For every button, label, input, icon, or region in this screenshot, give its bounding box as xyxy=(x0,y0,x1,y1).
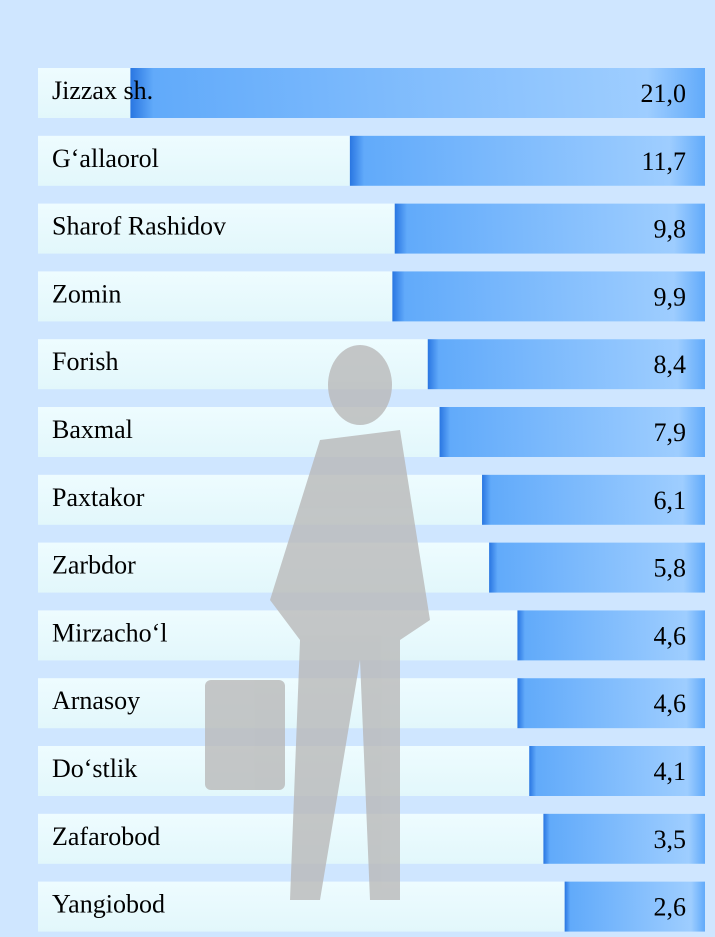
value-label: 5,8 xyxy=(654,554,687,583)
bar xyxy=(482,474,705,525)
bar xyxy=(529,746,705,796)
value-label: 4,6 xyxy=(654,689,687,718)
bar xyxy=(489,542,705,593)
value-label: 7,9 xyxy=(654,418,687,447)
bar xyxy=(439,407,705,457)
category-label: Forish xyxy=(52,347,118,376)
bar xyxy=(130,68,705,118)
value-label: 2,6 xyxy=(654,893,687,922)
category-label: Zomin xyxy=(52,279,121,308)
category-label: Paxtakor xyxy=(52,483,145,512)
category-label: Zarbdor xyxy=(52,551,136,580)
value-label: 9,8 xyxy=(654,215,687,244)
value-label: 21,0 xyxy=(641,79,687,108)
value-label: 4,1 xyxy=(654,757,687,786)
bar xyxy=(543,813,705,864)
bar xyxy=(564,881,705,932)
bar xyxy=(349,135,705,186)
category-label: Arnasoy xyxy=(52,686,140,715)
bar xyxy=(392,271,705,322)
value-label: 4,6 xyxy=(654,621,687,650)
category-label: Mirzacho‘l xyxy=(52,618,168,647)
value-label: 6,1 xyxy=(654,486,687,515)
value-label: 3,5 xyxy=(654,825,687,854)
category-label: G‘allaorol xyxy=(52,144,159,173)
category-label: Yangiobod xyxy=(52,890,165,919)
category-label: Baxmal xyxy=(52,415,133,444)
bar xyxy=(517,678,705,729)
bar xyxy=(427,339,705,390)
bar xyxy=(517,610,705,661)
category-label: Jizzax sh. xyxy=(52,76,153,105)
silhouette xyxy=(205,345,430,900)
category-label: Sharof Rashidov xyxy=(52,212,226,241)
bar xyxy=(394,203,705,254)
value-label: 9,9 xyxy=(654,282,687,311)
value-label: 11,7 xyxy=(641,147,686,176)
category-label: Zafarobod xyxy=(52,822,160,851)
category-label: Do‘stlik xyxy=(52,754,137,783)
value-label: 8,4 xyxy=(654,350,687,379)
